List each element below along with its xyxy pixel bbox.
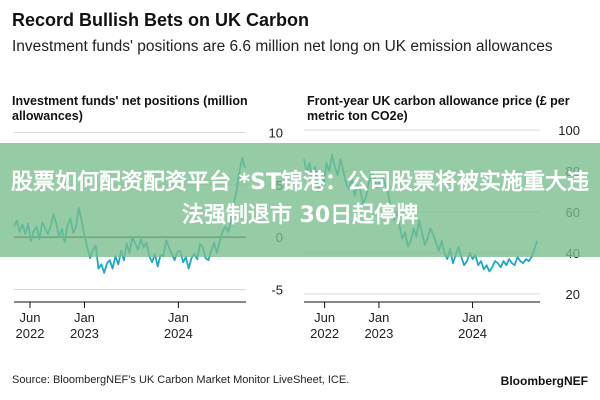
right-x-tick-year: 2023 (364, 326, 393, 341)
right-y-tick-label: 100 (558, 123, 580, 138)
right-x-tick-month: Jan (368, 310, 389, 325)
left-x-tick-month: Jan (168, 310, 189, 325)
chart-title: Record Bullish Bets on UK Carbon (12, 10, 310, 30)
left-x-tick-year: 2024 (164, 326, 193, 341)
overlay-banner (0, 143, 600, 257)
left-x-tick-month: Jan (74, 310, 95, 325)
right-x-tick-month: Jun (314, 310, 335, 325)
left-y-tick-label: 10 (269, 125, 283, 140)
brand-logo: BloombergNEF (500, 374, 588, 388)
left-x-tick-month: Jun (19, 310, 40, 325)
right-y-tick-label: 20 (566, 287, 580, 302)
chart-subtitle: Investment funds' positions are 6.6 mill… (12, 38, 553, 55)
overlay-banner-text: 股票如何配资配资平台 *ST锦港：公司股票将被实施重大违法强制退市 30日起停牌 (10, 170, 590, 228)
right-panel-title: Front-year UK carbon allowance price (£ … (307, 94, 570, 123)
right-x-tick-month: Jan (462, 310, 483, 325)
left-x-tick-year: 2023 (70, 326, 99, 341)
source-note: Source: BloombergNEF’s UK Carbon Market … (12, 374, 350, 386)
right-x-tick-year: 2022 (310, 326, 339, 341)
left-y-tick-label: -5 (271, 283, 283, 298)
left-panel-title: Investment funds' net positions (million… (12, 94, 248, 123)
left-x-tick-year: 2022 (16, 326, 45, 341)
right-x-tick-year: 2024 (458, 326, 487, 341)
